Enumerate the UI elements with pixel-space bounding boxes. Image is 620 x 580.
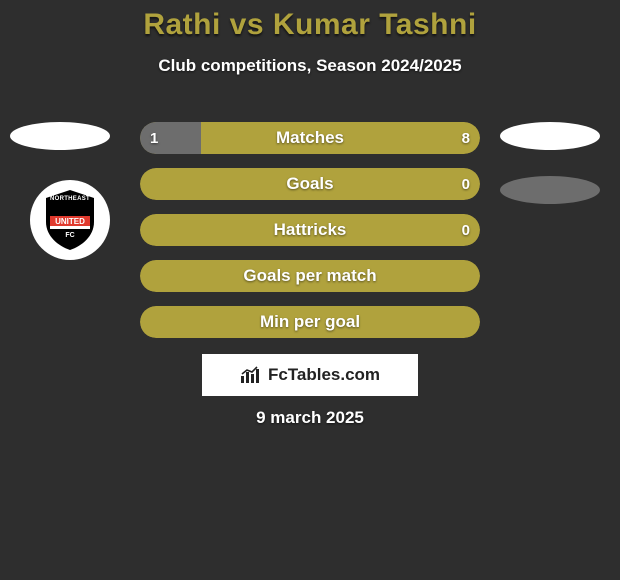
player-badge-right-secondary [500, 176, 600, 204]
club-name-top: NORTHEAST [42, 196, 98, 202]
stat-row-goals-per-match: Goals per match [140, 260, 480, 292]
club-fc: FC [42, 232, 98, 239]
watermark-text: FcTables.com [268, 365, 380, 385]
stat-label: Goals per match [140, 260, 480, 292]
stat-row-min-per-goal: Min per goal [140, 306, 480, 338]
stat-right-value: 8 [462, 122, 470, 154]
stat-label: Goals [140, 168, 480, 200]
chart-icon [240, 366, 262, 384]
comparison-card: Rathi vs Kumar Tashni Club competitions,… [0, 0, 620, 580]
stat-right-value: 0 [462, 214, 470, 246]
player-badge-left [10, 122, 110, 150]
stat-label: Hattricks [140, 214, 480, 246]
watermark[interactable]: FcTables.com [202, 354, 418, 396]
date-label: 9 march 2025 [0, 408, 620, 428]
stat-right-value: 0 [462, 168, 470, 200]
stat-label: Matches [140, 122, 480, 154]
subtitle: Club competitions, Season 2024/2025 [0, 56, 620, 76]
stats-area: 1 Matches 8 Goals 0 Hattricks 0 Goals pe… [140, 122, 480, 352]
club-logo: NORTHEAST UNITED FC [30, 180, 110, 260]
player-badge-right [500, 122, 600, 150]
page-title: Rathi vs Kumar Tashni [0, 0, 620, 42]
stat-row-goals: Goals 0 [140, 168, 480, 200]
stat-row-hattricks: Hattricks 0 [140, 214, 480, 246]
stat-label: Min per goal [140, 306, 480, 338]
stat-row-matches: 1 Matches 8 [140, 122, 480, 154]
club-name-bottom: UNITED [42, 217, 98, 226]
